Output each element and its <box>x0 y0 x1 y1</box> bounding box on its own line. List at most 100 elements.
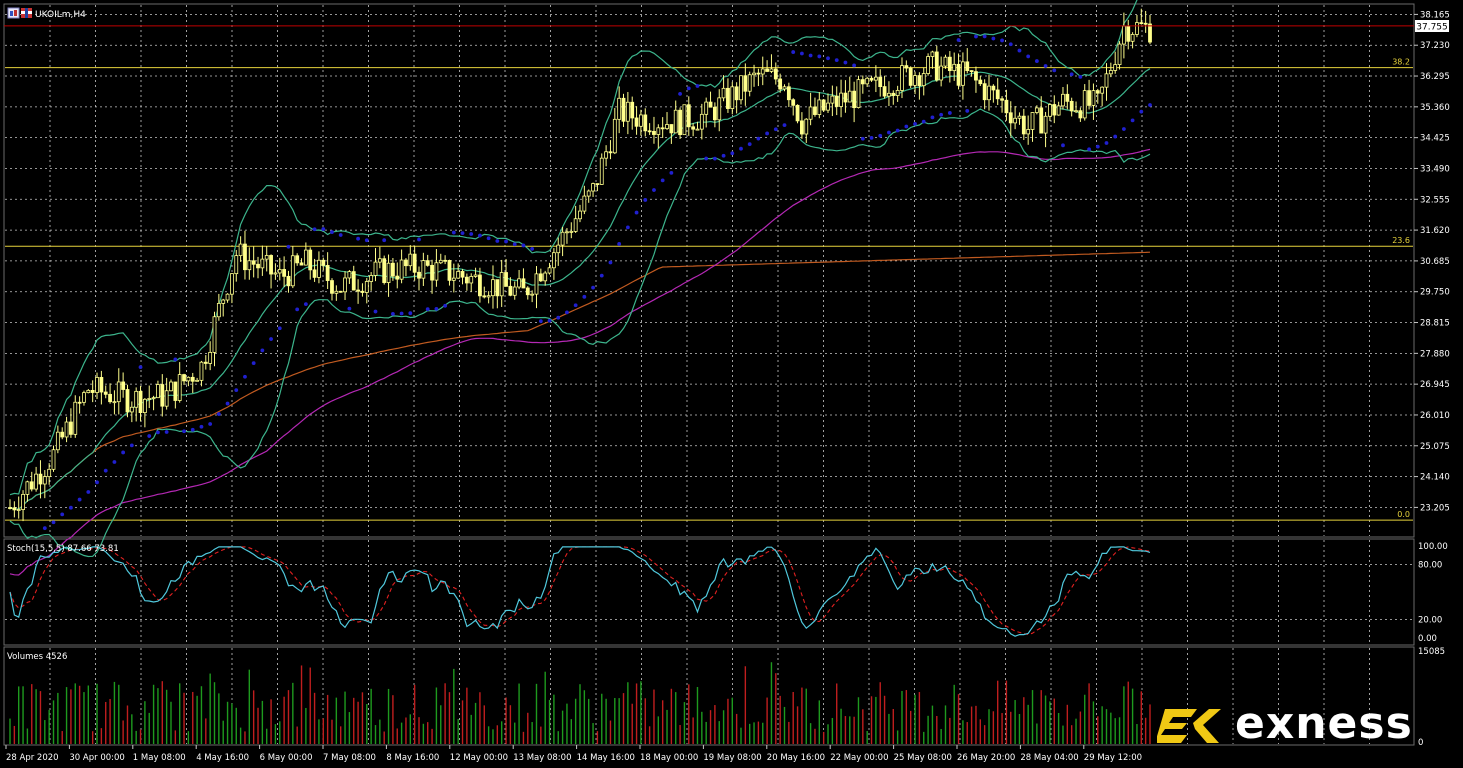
candle-body <box>451 277 456 281</box>
candle-body <box>330 280 334 294</box>
sar-dot <box>451 230 456 235</box>
candle-body <box>608 151 613 154</box>
candle-body <box>1013 117 1018 124</box>
stoch-axis-tick: 100.00 <box>1418 542 1448 552</box>
exness-logo-text: exness <box>1235 698 1413 749</box>
sar-dot <box>1017 48 1022 53</box>
candle-body <box>813 106 817 115</box>
candle-body <box>752 72 756 76</box>
candle-body <box>573 218 578 232</box>
candle-body <box>82 392 86 403</box>
sar-dot <box>817 54 822 59</box>
candle-body <box>669 124 674 134</box>
sar-dot <box>504 239 508 244</box>
candle-body <box>438 259 443 264</box>
time-axis-tick: 8 May 16:00 <box>386 753 439 763</box>
candle-body <box>878 76 883 87</box>
candle-body <box>769 68 774 72</box>
candle-body <box>512 286 517 296</box>
candle-body <box>961 61 965 86</box>
candle-body <box>765 68 769 72</box>
candle-body <box>734 86 739 101</box>
candle-body <box>1017 115 1022 119</box>
candle-body <box>238 243 243 257</box>
candle-body <box>42 476 47 485</box>
candle-body <box>290 255 295 287</box>
candle-body <box>747 74 752 92</box>
sar-dot <box>69 505 73 510</box>
candle-body <box>643 114 648 132</box>
time-axis: 28 Apr 2020 30 Apr 00:00 1 May 08:00 4 May … <box>5 745 1142 763</box>
candle-body <box>47 468 52 478</box>
time-axis-tick: 28 May 04:00 <box>1020 753 1078 763</box>
candle-body <box>491 279 495 297</box>
candle-body <box>660 127 665 130</box>
candle-body <box>360 290 365 293</box>
candle-body <box>882 86 887 97</box>
candle-body <box>147 398 152 400</box>
candle-body <box>99 377 104 393</box>
candle-body <box>869 77 874 81</box>
candle-body <box>182 374 186 382</box>
sar-dot <box>1061 143 1065 148</box>
candle-body <box>469 276 474 284</box>
chart-title: UKOILm,H4 <box>35 10 86 20</box>
candle-body <box>547 267 552 274</box>
sar-dot <box>565 310 569 315</box>
candle-body <box>560 231 565 246</box>
candle-body <box>695 128 700 131</box>
price-axis-tick: 29.750 <box>1420 288 1450 298</box>
candle-body <box>142 398 147 414</box>
sar-dot <box>51 520 56 525</box>
sar-dot <box>251 361 256 366</box>
candle-body <box>1121 25 1126 45</box>
price-axis-tick: 32.555 <box>1420 195 1450 205</box>
sar-dot <box>147 434 152 438</box>
candle-body <box>974 71 978 81</box>
candle-body <box>625 101 630 122</box>
candle-body <box>90 390 95 393</box>
candle-body <box>682 104 687 136</box>
sar-dot <box>129 443 134 448</box>
candle-body <box>791 99 796 106</box>
sar-dot <box>852 63 857 68</box>
sar-dot <box>608 260 613 265</box>
candle-body <box>138 390 143 414</box>
candle-body <box>38 473 43 485</box>
sar-dot <box>808 53 813 58</box>
sar-dot <box>686 86 691 91</box>
sar-dot <box>182 429 186 434</box>
sar-dot <box>939 112 944 117</box>
sar-dot <box>486 236 491 241</box>
candle-body <box>930 51 935 57</box>
volume-axis-top: 15085 <box>1418 647 1445 657</box>
sar-dot <box>460 231 465 235</box>
price-axis-tick: 31.620 <box>1420 226 1450 236</box>
candle-body <box>887 92 891 97</box>
sar-dot <box>164 430 169 434</box>
sar-dot <box>208 422 213 426</box>
sar-dot <box>712 156 717 161</box>
candle-body <box>652 130 656 135</box>
candle-body <box>1113 64 1118 71</box>
candle-body <box>1039 107 1044 134</box>
candle-body <box>421 260 426 279</box>
candle-body <box>295 255 300 264</box>
price-axis-tick: 27.880 <box>1420 349 1450 359</box>
sar-dot <box>199 424 204 429</box>
price-axis-tick: 37.230 <box>1420 41 1450 51</box>
candle-body <box>269 255 273 275</box>
candle-body <box>64 421 69 438</box>
sar-dot <box>77 497 82 502</box>
candle-body <box>778 78 783 90</box>
sar-dot <box>843 60 848 65</box>
candle-body <box>286 275 291 287</box>
candle-body <box>134 390 139 408</box>
candle-body <box>338 290 343 293</box>
candle-body <box>404 259 408 267</box>
candle-body <box>95 377 99 393</box>
candle-body <box>1026 129 1031 135</box>
candle-body <box>1048 104 1052 117</box>
candle-body <box>247 260 252 271</box>
